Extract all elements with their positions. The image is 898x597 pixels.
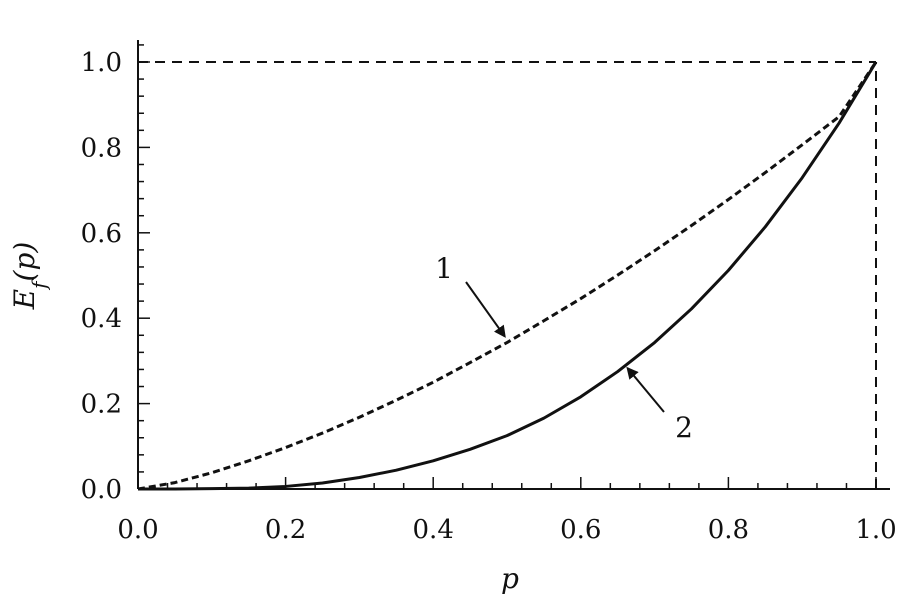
x-tick-label: 1.0 bbox=[855, 515, 896, 545]
x-axis-label: p bbox=[501, 562, 519, 595]
x-tick-label: 0.8 bbox=[708, 515, 749, 545]
y-tick-label: 0.6 bbox=[81, 219, 122, 249]
y-tick-label: 0.2 bbox=[81, 390, 122, 420]
reference-lines bbox=[138, 61, 877, 489]
annotation-arrow-2 bbox=[626, 366, 665, 413]
curve-label-1: 1 bbox=[435, 252, 453, 285]
y-tick-label: 0.4 bbox=[81, 304, 122, 334]
annotation-arrow-1 bbox=[465, 281, 506, 338]
series-line-2 bbox=[138, 61, 878, 491]
axes bbox=[137, 40, 890, 490]
y-tick-label: 0.0 bbox=[81, 475, 122, 505]
y-axis-label: Ef(p) bbox=[8, 242, 51, 311]
series-line-1 bbox=[137, 61, 878, 491]
x-tick-label: 0.2 bbox=[265, 515, 306, 545]
y-tick-label: 0.8 bbox=[81, 133, 122, 163]
y-tick-label: 1.0 bbox=[81, 48, 122, 78]
x-tick-label: 0.4 bbox=[413, 515, 454, 545]
data-series bbox=[137, 61, 878, 491]
annotations: 12 bbox=[435, 252, 693, 444]
x-tick-label: 0.0 bbox=[117, 515, 158, 545]
x-tick-label: 0.6 bbox=[560, 515, 601, 545]
curve-label-2: 2 bbox=[675, 411, 693, 444]
axis-labels: 0.0 0.2 0.4 0.6 0.8 1.0 0.0 0.2 0.4 0.6 0.8 1.0 p Ef(… bbox=[8, 48, 897, 595]
